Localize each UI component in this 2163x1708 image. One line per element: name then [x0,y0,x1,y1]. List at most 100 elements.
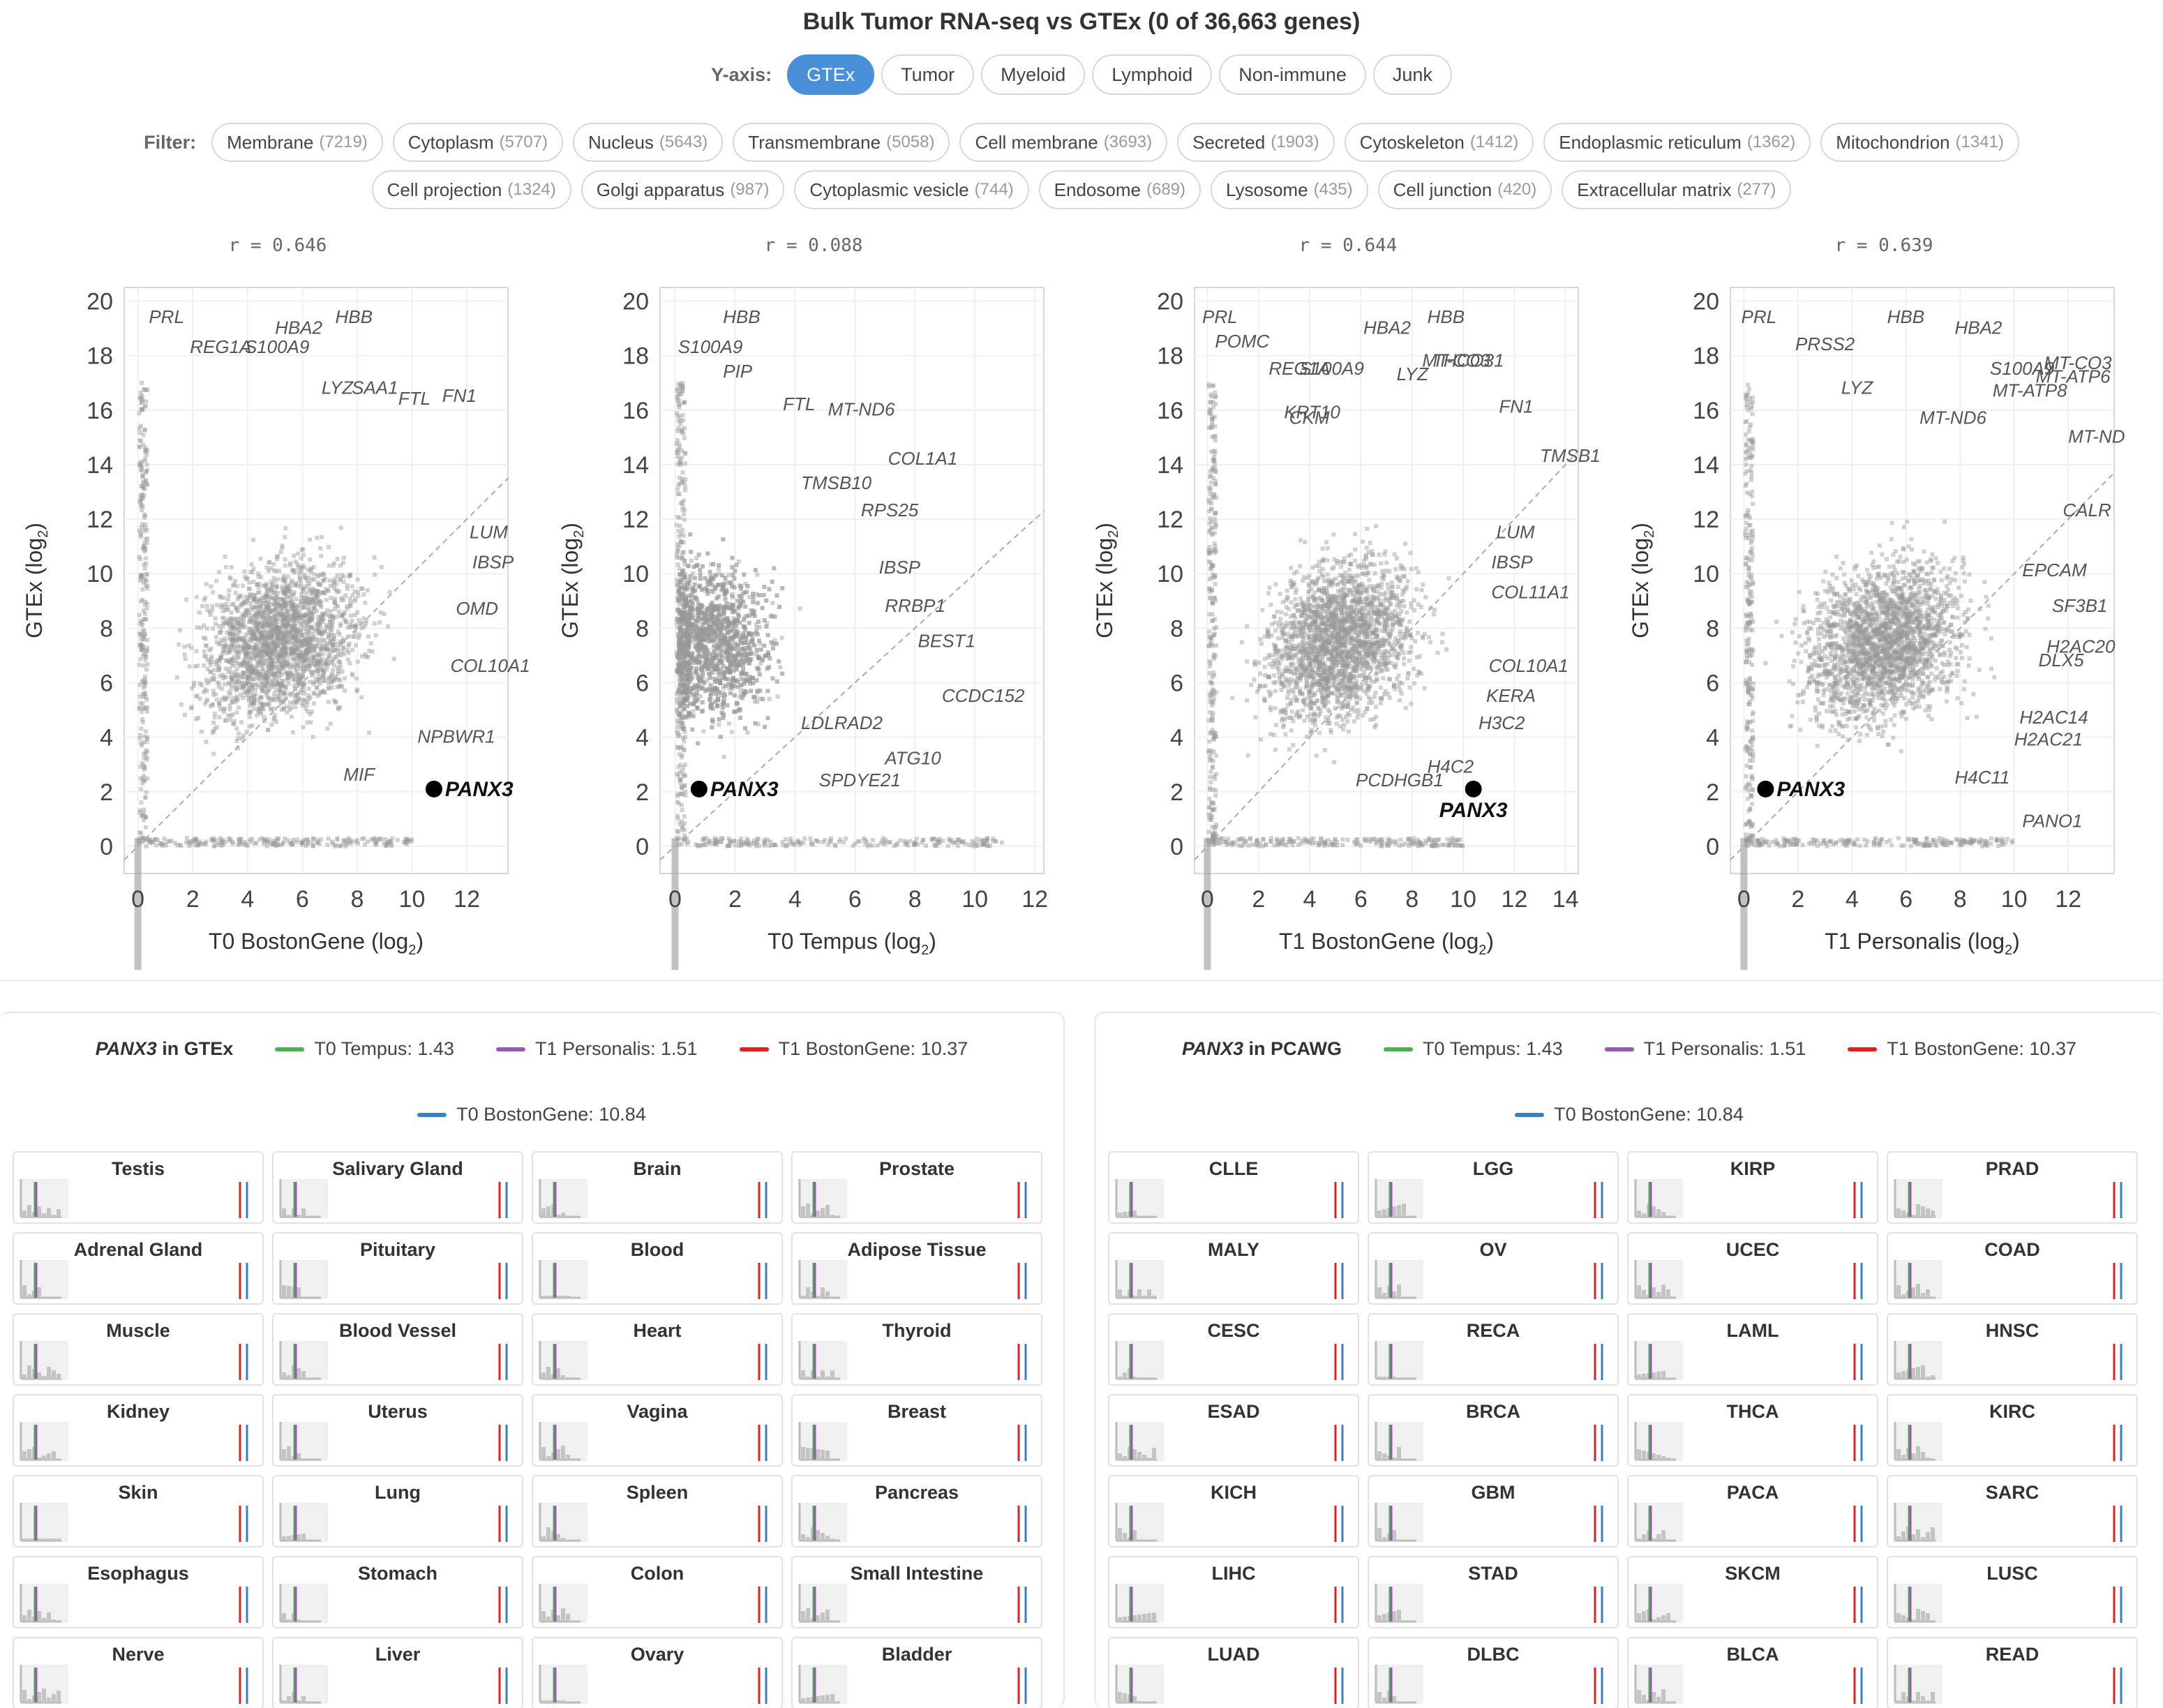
gene-point [261,614,266,619]
gene-point [258,712,263,717]
gene-point [319,599,324,604]
gene-point [139,641,144,646]
gene-point [308,720,313,725]
gene-point [356,841,361,846]
filter-chip-lysosome[interactable]: Lysosome (435) [1211,170,1368,209]
gene-point [248,651,253,656]
filter-chip-cytoskeleton[interactable]: Cytoskeleton (1412) [1344,123,1534,162]
gene-point [219,602,224,607]
gene-point [353,643,358,647]
gene-point [194,594,199,599]
gene-point [286,650,291,655]
gene-point [334,654,339,659]
gene-point [329,640,334,645]
gene-point [309,597,314,602]
gene-point [692,582,697,587]
gene-point [329,661,334,666]
gene-point [275,669,280,674]
gene-point [242,641,247,646]
gene-point [315,580,320,585]
yaxis-option-junk[interactable]: Junk [1372,54,1452,95]
gene-point [140,546,145,551]
gene-point [315,663,320,668]
gene-point [260,687,264,691]
gene-point [270,615,275,620]
gene-point [267,652,272,657]
gene-point [283,526,288,531]
gene-point [299,633,304,638]
gene-point [259,663,264,668]
filter-chip-nucleus[interactable]: Nucleus (5643) [572,123,724,162]
filter-chip-transmembrane[interactable]: Transmembrane (5058) [733,123,950,162]
gene-point [328,617,333,622]
gene-point [144,449,149,454]
gene-point [230,642,234,647]
filter-chip-endoplasmic-reticulum[interactable]: Endoplasmic reticulum (1362) [1543,123,1811,162]
gene-point [295,603,300,608]
yaxis-option-myeloid[interactable]: Myeloid [981,54,1086,95]
gene-point [230,602,234,607]
gene-point [395,837,400,842]
gene-point [257,648,262,653]
filter-chip-secreted[interactable]: Secreted (1903) [1177,123,1335,162]
gene-point [239,736,244,741]
gene-point [319,689,324,694]
gene-point [275,611,280,616]
yaxis-option-tumor[interactable]: Tumor [881,54,975,95]
gene-point [306,645,310,650]
gene-point [332,606,337,611]
gene-point [278,624,283,629]
gene-point [276,643,280,648]
filter-chip-cytoplasm[interactable]: Cytoplasm (5707) [392,123,563,162]
gene-point [320,616,324,621]
filter-chip-cell-membrane[interactable]: Cell membrane (3693) [959,123,1168,162]
filter-chip-label: Nucleus [587,131,654,153]
filter-chip-endosome[interactable]: Endosome (689) [1038,170,1202,209]
gene-point [336,659,341,664]
gene-point [138,643,143,647]
filter-chip-cytoplasmic-vesicle[interactable]: Cytoplasmic vesicle (744) [794,170,1029,209]
gene-point [227,682,232,687]
highlighted-gene-point[interactable] [425,780,442,797]
yaxis-selector: Y-axis: GTEx Tumor Myeloid Lymphoid Non-immu… [0,54,2163,95]
gene-point [696,615,701,620]
gene-point [219,637,224,642]
gene-point [142,541,147,546]
filter-chip-mitochondrion[interactable]: Mitochondrion (1341) [1820,123,2019,162]
gene-point [314,589,319,594]
yaxis-option-non-immune[interactable]: Non-immune [1219,54,1366,95]
gene-point [719,654,724,659]
gene-point [318,546,323,550]
yaxis-option-lymphoid[interactable]: Lymphoid [1092,54,1213,95]
scatter-plot-1[interactable]: r = 0.646PRLREG1AS100A9HBA2HBBLYZSAA1FTL… [22,235,530,1296]
gene-point [285,588,290,593]
gene-point [266,696,271,701]
gene-point [324,667,329,672]
gene-point [739,657,744,662]
gene-point [244,681,249,686]
filter-chip-golgi-apparatus[interactable]: Golgi apparatus (987) [581,170,785,209]
gene-point [223,675,228,680]
gene-point [237,678,241,683]
gene-point [269,661,274,666]
gene-point [298,666,303,671]
filter-chip-cell-junction[interactable]: Cell junction (420) [1377,170,1552,209]
gene-point [336,614,340,619]
gene-point [322,660,327,665]
gene-point [310,626,315,631]
gene-point [310,637,315,642]
gene-point [283,615,287,620]
gene-point [232,654,237,659]
gene-point [257,657,262,661]
gene-point [290,615,294,620]
gene-point [339,613,344,618]
yaxis-option-gtex[interactable]: GTEx [787,54,875,95]
scatter-plots-svg[interactable]: r = 0.646PRLREG1AS100A9HBA2HBBLYZSAA1FTL… [0,230,2163,1296]
gene-point [224,620,229,625]
filter-chip-cell-projection[interactable]: Cell projection (1324) [371,170,571,209]
gene-point [219,843,224,848]
filter-chip-extracellular-matrix[interactable]: Extracellular matrix (277) [1562,170,1792,209]
filter-chip-membrane[interactable]: Membrane (7219) [211,123,383,162]
gene-point [295,613,300,618]
